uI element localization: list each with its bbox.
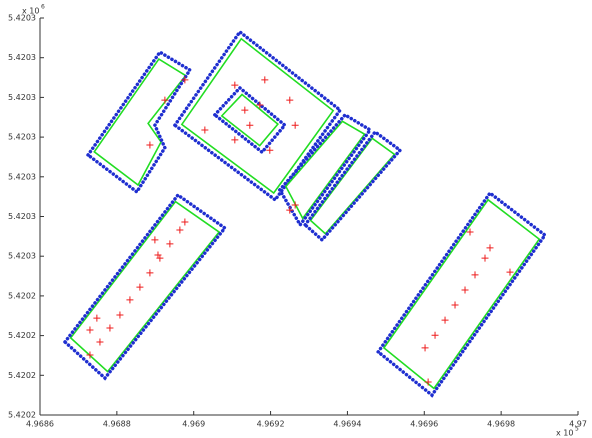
x-tick-label: 4.97 — [569, 420, 587, 429]
point — [201, 126, 209, 134]
y-tick-label: 5.4203 — [8, 172, 36, 181]
x-tick-label: 4.9686 — [26, 420, 54, 429]
point — [156, 254, 164, 262]
outline — [382, 198, 541, 390]
point — [441, 316, 449, 324]
boundary — [172, 29, 343, 203]
boundary — [302, 129, 403, 243]
point — [286, 206, 294, 214]
point — [481, 254, 489, 262]
y-tick-label: 5.4203 — [8, 53, 36, 62]
point — [96, 338, 104, 346]
y-tick-label: 5.4202 — [8, 331, 36, 340]
point — [424, 378, 432, 386]
point — [451, 301, 459, 309]
point — [466, 228, 474, 236]
point — [431, 331, 439, 339]
point — [421, 344, 429, 352]
x-multiplier: x 10 — [556, 429, 573, 438]
boundary — [62, 192, 228, 381]
boundary — [277, 112, 373, 229]
point — [266, 146, 274, 154]
point — [471, 271, 479, 279]
point — [93, 314, 101, 322]
point — [246, 121, 254, 129]
outline — [284, 120, 366, 220]
boundary — [85, 49, 193, 195]
point — [116, 311, 124, 319]
point — [286, 96, 294, 104]
x-tick-label: 4.9698 — [487, 420, 515, 429]
point — [154, 251, 162, 259]
y-tick-label: 5.4202 — [8, 291, 36, 300]
point — [136, 283, 144, 291]
point — [176, 226, 184, 234]
point — [126, 296, 134, 304]
point — [146, 269, 154, 277]
point — [241, 106, 249, 114]
point — [291, 121, 299, 129]
outline — [69, 200, 221, 373]
point — [486, 244, 494, 252]
x-tick-label: 4.9694 — [333, 420, 361, 429]
point — [291, 201, 299, 209]
point — [166, 240, 174, 248]
point — [461, 286, 469, 294]
y-tick-label: 5.4203 — [8, 133, 36, 142]
outline — [93, 57, 187, 187]
x-tick-label: 4.9696 — [410, 420, 438, 429]
point — [506, 268, 514, 276]
point — [181, 218, 189, 226]
point — [146, 141, 154, 149]
x-multiplier-exp: 5 — [575, 426, 579, 433]
y-tick-label: 5.4202 — [8, 411, 36, 420]
outline — [309, 137, 396, 235]
point — [231, 136, 239, 144]
y-tick-label: 5.4203 — [8, 93, 36, 102]
point — [261, 76, 269, 84]
point — [161, 96, 169, 104]
y-tick-label: 5.4203 — [8, 14, 36, 23]
point — [181, 76, 189, 84]
y-tick-label: 5.4203 — [8, 212, 36, 221]
point — [256, 101, 264, 109]
outline — [220, 93, 280, 147]
y-tick-label: 5.4202 — [8, 371, 36, 380]
boundary — [212, 85, 288, 155]
boundary — [375, 190, 548, 398]
x-tick-label: 4.9692 — [257, 420, 285, 429]
outline — [180, 37, 335, 195]
y-tick-label: 5.4203 — [8, 252, 36, 261]
point — [106, 324, 114, 332]
point — [86, 351, 94, 359]
y-multiplier: x 10 — [22, 7, 39, 16]
point — [86, 326, 94, 334]
x-tick-label: 4.9688 — [103, 420, 131, 429]
x-tick-label: 4.969 — [182, 420, 205, 429]
point — [231, 81, 239, 89]
y-multiplier-exp: 6 — [41, 4, 45, 11]
point — [151, 236, 159, 244]
